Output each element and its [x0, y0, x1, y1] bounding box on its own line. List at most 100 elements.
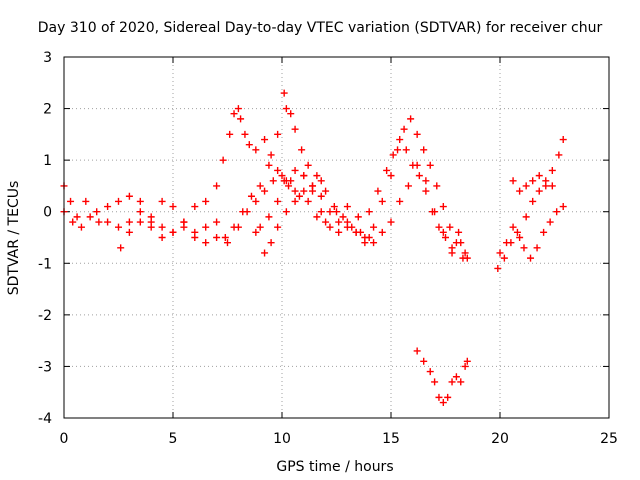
data-point — [256, 182, 264, 190]
y-tick-label: -4 — [38, 411, 52, 427]
data-point — [426, 368, 434, 376]
data-point — [459, 254, 467, 262]
y-tick-label: 1 — [43, 153, 52, 169]
data-point — [245, 141, 253, 149]
data-point — [409, 161, 417, 169]
x-axis-label: GPS time / hours — [276, 459, 393, 475]
data-point — [500, 254, 508, 262]
data-point — [241, 130, 249, 138]
data-point — [104, 218, 112, 226]
data-point — [93, 208, 101, 216]
data-point — [291, 187, 299, 195]
data-point — [413, 347, 421, 355]
x-tick-label: 10 — [273, 431, 291, 447]
data-point — [304, 197, 312, 205]
data-point — [202, 223, 210, 231]
data-point — [274, 197, 282, 205]
grid — [64, 57, 609, 418]
plot-frame — [63, 56, 610, 419]
y-tick-label: 0 — [43, 205, 52, 221]
data-point — [343, 218, 351, 226]
data-point — [439, 228, 447, 236]
data-point — [548, 166, 556, 174]
data-point — [457, 378, 465, 386]
x-tick-label: 0 — [60, 431, 69, 447]
satellite-track-9 — [509, 172, 556, 195]
data-point — [287, 177, 295, 185]
data-point — [402, 146, 410, 154]
data-point — [125, 192, 133, 200]
data-point — [389, 151, 397, 159]
data-point — [455, 228, 463, 236]
plot-area — [60, 89, 567, 407]
data-point — [343, 203, 351, 211]
data-point — [285, 182, 293, 190]
data-point — [274, 223, 282, 231]
data-point — [191, 228, 199, 236]
data-point — [261, 136, 269, 144]
data-point — [252, 228, 260, 236]
data-point — [86, 213, 94, 221]
satellite-track-8 — [494, 203, 567, 272]
data-point — [396, 197, 404, 205]
data-point — [317, 177, 325, 185]
axis-ticks: 0 5 10 15 20 25 -4 -3 -2 -1 0 1 2 3 — [38, 50, 618, 447]
data-point — [125, 228, 133, 236]
data-point — [136, 218, 144, 226]
x-tick-label: 25 — [600, 431, 618, 447]
data-point — [213, 218, 221, 226]
data-point — [413, 130, 421, 138]
data-point — [529, 197, 537, 205]
satellite-track-6 — [413, 347, 471, 407]
data-point — [383, 166, 391, 174]
data-point — [378, 197, 386, 205]
data-point — [533, 244, 541, 252]
data-point — [252, 197, 260, 205]
data-point — [234, 223, 242, 231]
data-point — [330, 203, 338, 211]
data-point — [274, 166, 282, 174]
data-point — [322, 218, 330, 226]
data-point — [243, 208, 251, 216]
data-point — [180, 218, 188, 226]
data-point — [507, 239, 515, 247]
data-point — [433, 182, 441, 190]
y-tick-label: 3 — [43, 50, 52, 66]
data-point — [516, 187, 524, 195]
data-point — [82, 197, 90, 205]
data-point — [407, 115, 415, 123]
data-point — [335, 218, 343, 226]
data-point — [540, 228, 548, 236]
data-point — [158, 223, 166, 231]
data-point — [317, 192, 325, 200]
data-point — [202, 239, 210, 247]
y-tick-label: -1 — [38, 256, 52, 272]
data-point — [370, 223, 378, 231]
data-point — [333, 208, 340, 216]
data-point — [115, 223, 122, 231]
data-point — [446, 223, 454, 231]
chart-title: Day 310 of 2020, Sidereal Day-to-day VTE… — [38, 20, 603, 36]
satellite-track-3 — [117, 161, 471, 262]
data-point — [370, 239, 378, 247]
data-point — [378, 228, 386, 236]
data-point — [136, 197, 144, 205]
data-point — [520, 244, 528, 252]
data-point — [191, 203, 199, 211]
data-point — [147, 223, 155, 231]
data-point — [267, 239, 275, 247]
data-point — [278, 172, 286, 180]
data-point — [282, 208, 290, 216]
data-point — [548, 182, 556, 190]
data-point — [527, 254, 535, 262]
x-tick-label: 5 — [169, 431, 178, 447]
data-point — [73, 213, 81, 221]
data-point — [553, 208, 561, 216]
data-point — [300, 187, 308, 195]
data-point — [298, 146, 306, 154]
data-point — [535, 187, 543, 195]
data-point — [313, 213, 321, 221]
data-point — [291, 125, 299, 133]
data-point — [317, 208, 325, 216]
data-point — [202, 197, 210, 205]
